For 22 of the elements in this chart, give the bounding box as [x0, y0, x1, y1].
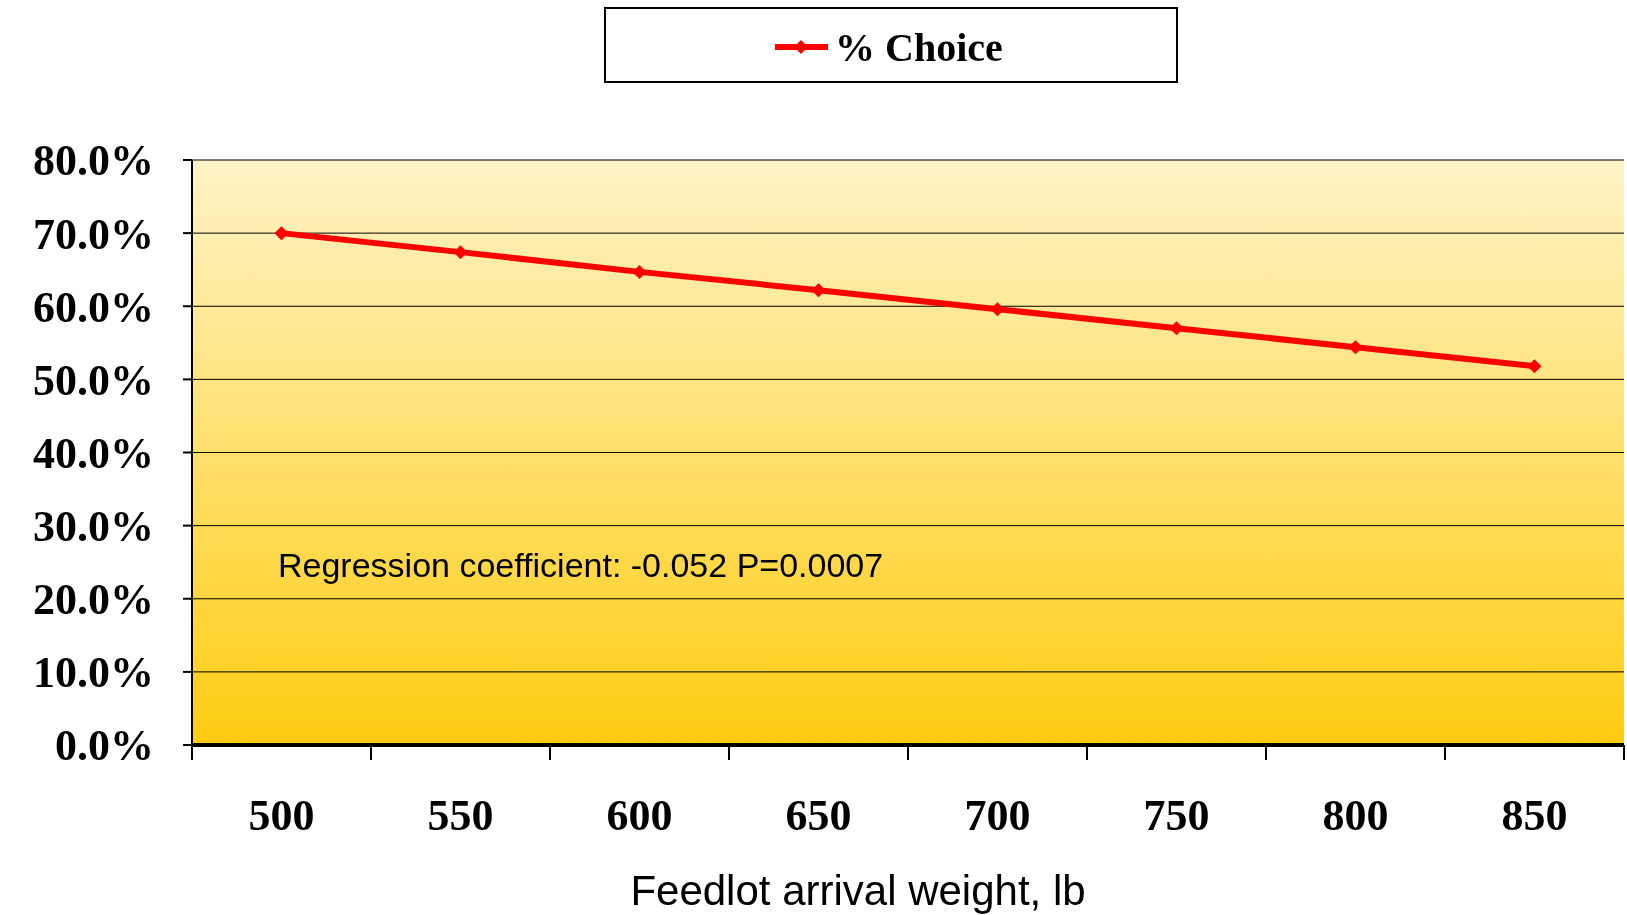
y-tick-label: 20.0% — [33, 575, 154, 625]
x-tick-label: 800 — [1322, 791, 1389, 840]
x-tick-label: 550 — [427, 791, 494, 840]
annotation: Regression coefficient: -0.052 P=0.0007 — [278, 545, 884, 584]
y-tick-label: 80.0% — [33, 136, 154, 186]
point — [632, 264, 647, 279]
y-tick-label: 40.0% — [33, 428, 154, 478]
x-tick-label: 700 — [964, 791, 1031, 840]
y-tick-label: 30.0% — [33, 502, 154, 552]
y-tick-label: 50.0% — [33, 355, 154, 405]
y-tick-label: 70.0% — [33, 209, 154, 259]
x-tick-label: 850 — [1501, 791, 1568, 840]
legend-label: % Choice — [835, 25, 1003, 70]
point — [1527, 359, 1542, 374]
y-tick-label: 0.0% — [55, 721, 154, 771]
x-tick-label: 750 — [1143, 791, 1210, 840]
x-tick-label: 600 — [606, 791, 673, 840]
x-tick-label: 650 — [785, 791, 852, 840]
y-tick-label: 60.0% — [33, 282, 154, 332]
x-tick-label: 500 — [248, 791, 315, 840]
x-axis-title: Feedlot arrival weight, lb — [630, 867, 1086, 914]
y-tick-label: 10.0% — [33, 648, 154, 698]
